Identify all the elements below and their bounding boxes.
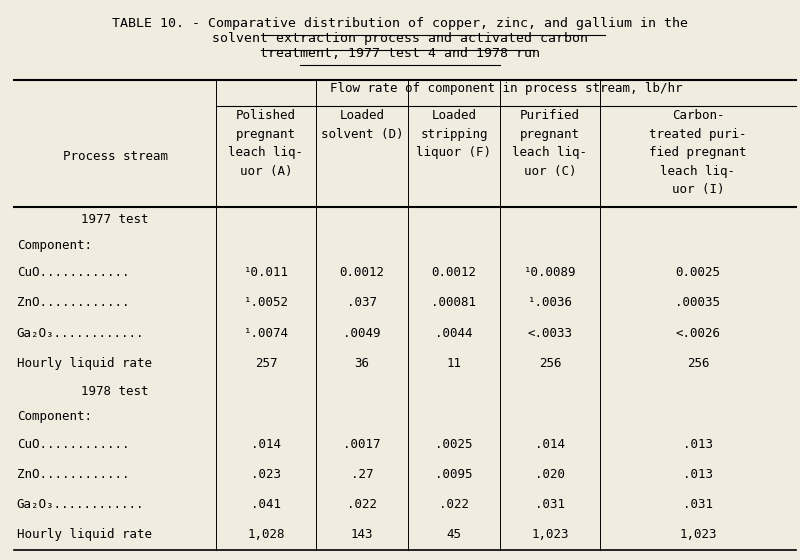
Text: .013: .013 [683, 437, 713, 451]
Text: .0025: .0025 [435, 437, 473, 451]
Text: ¹0.0089: ¹0.0089 [524, 266, 576, 279]
Text: 1977 test: 1977 test [82, 213, 149, 226]
Text: .00035: .00035 [675, 296, 721, 310]
Text: uor (A): uor (A) [240, 165, 292, 178]
Text: 0.0012: 0.0012 [431, 266, 477, 279]
Text: leach liq-: leach liq- [513, 146, 587, 159]
Text: Component:: Component: [17, 239, 92, 251]
Text: .0017: .0017 [343, 437, 381, 451]
Text: 1,028: 1,028 [247, 528, 285, 542]
Text: Hourly liquid rate: Hourly liquid rate [17, 528, 152, 542]
Text: .00081: .00081 [431, 296, 477, 310]
Text: 45: 45 [446, 528, 462, 542]
Text: liquor (F): liquor (F) [417, 146, 491, 159]
Text: 36: 36 [354, 357, 370, 370]
Text: Polished: Polished [236, 109, 296, 122]
Text: Process stream: Process stream [62, 150, 168, 164]
Text: .0049: .0049 [343, 326, 381, 340]
Text: <.0033: <.0033 [527, 326, 573, 340]
Text: Purified: Purified [520, 109, 580, 122]
Text: TABLE 10. - Comparative distribution of copper, zinc, and gallium in the: TABLE 10. - Comparative distribution of … [112, 17, 688, 30]
Text: .020: .020 [535, 468, 565, 481]
Text: 257: 257 [254, 357, 278, 370]
Text: 0.0012: 0.0012 [339, 266, 385, 279]
Text: solvent (D): solvent (D) [321, 128, 403, 141]
Text: ¹0.011: ¹0.011 [243, 266, 289, 279]
Text: 0.0025: 0.0025 [675, 266, 721, 279]
Text: .037: .037 [347, 296, 377, 310]
Text: .0044: .0044 [435, 326, 473, 340]
Text: treatment, 1977 test 4 and 1978 run: treatment, 1977 test 4 and 1978 run [260, 47, 540, 60]
Text: fied pregnant: fied pregnant [650, 146, 746, 159]
Text: ¹.0052: ¹.0052 [243, 296, 289, 310]
Text: .27: .27 [350, 468, 374, 481]
Text: leach liq-: leach liq- [661, 165, 735, 178]
Text: 256: 256 [538, 357, 562, 370]
Text: Loaded: Loaded [339, 109, 385, 122]
Text: 256: 256 [686, 357, 710, 370]
Text: 11: 11 [446, 357, 462, 370]
Text: CuO............: CuO............ [17, 266, 130, 279]
Text: Component:: Component: [17, 410, 92, 423]
Text: leach liq-: leach liq- [229, 146, 303, 159]
Text: 1,023: 1,023 [531, 528, 569, 542]
Text: .023: .023 [251, 468, 281, 481]
Text: Ga₂O₃............: Ga₂O₃............ [17, 498, 144, 511]
Text: uor (C): uor (C) [524, 165, 576, 178]
Text: .031: .031 [683, 498, 713, 511]
Text: pregnant: pregnant [520, 128, 580, 141]
Text: .013: .013 [683, 468, 713, 481]
Text: Ga₂O₃............: Ga₂O₃............ [17, 326, 144, 340]
Text: Carbon-: Carbon- [672, 109, 724, 122]
Text: solvent extraction process and activated carbon: solvent extraction process and activated… [212, 32, 588, 45]
Text: treated puri-: treated puri- [650, 128, 746, 141]
Text: 1978 test: 1978 test [82, 385, 149, 398]
Text: 1,023: 1,023 [679, 528, 717, 542]
Text: .014: .014 [535, 437, 565, 451]
Text: 143: 143 [350, 528, 374, 542]
Text: pregnant: pregnant [236, 128, 296, 141]
Text: ¹.0036: ¹.0036 [527, 296, 573, 310]
Text: Hourly liquid rate: Hourly liquid rate [17, 357, 152, 370]
Text: ZnO............: ZnO............ [17, 296, 130, 310]
Text: .022: .022 [439, 498, 469, 511]
Text: ¹.0074: ¹.0074 [243, 326, 289, 340]
Text: Flow rate of component in process stream, lb/hr: Flow rate of component in process stream… [330, 82, 682, 95]
Text: .041: .041 [251, 498, 281, 511]
Text: .022: .022 [347, 498, 377, 511]
Text: .031: .031 [535, 498, 565, 511]
Text: CuO............: CuO............ [17, 437, 130, 451]
Text: .0095: .0095 [435, 468, 473, 481]
Text: stripping: stripping [420, 128, 488, 141]
Text: uor (I): uor (I) [672, 183, 724, 196]
Text: .014: .014 [251, 437, 281, 451]
Text: Loaded: Loaded [431, 109, 477, 122]
Text: ZnO............: ZnO............ [17, 468, 130, 481]
Text: <.0026: <.0026 [675, 326, 721, 340]
